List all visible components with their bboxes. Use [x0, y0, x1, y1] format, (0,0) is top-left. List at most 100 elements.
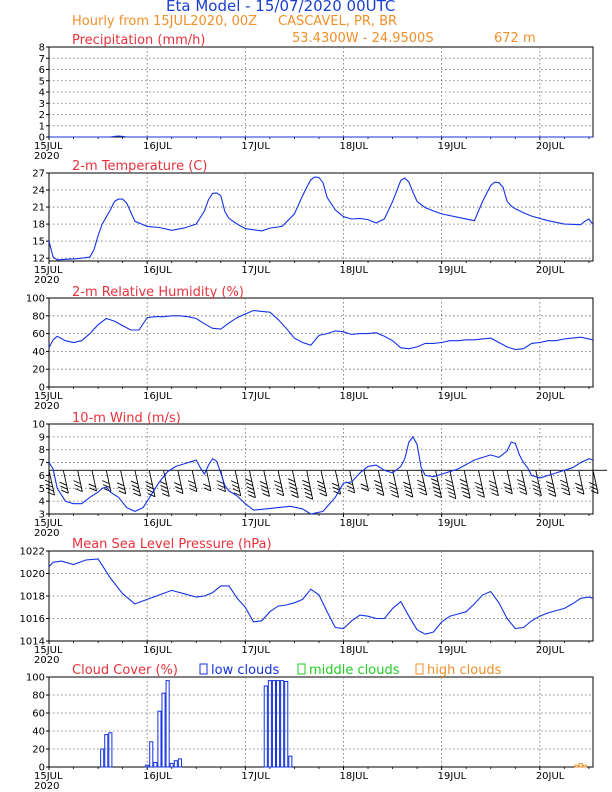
temp-year-label: 2020 [34, 275, 59, 286]
wind-barb-feather [216, 480, 224, 485]
wind-barb-feather [133, 492, 141, 497]
wind-barb-feather [474, 481, 482, 486]
temp-ytick-label: 12 [32, 254, 45, 265]
rh-ytick-label: 40 [32, 347, 45, 358]
wind-barb-feather [503, 482, 511, 487]
wind-barb [578, 470, 585, 495]
wind-barb-feather [47, 491, 55, 496]
precip-xtick-label: 20JUL [536, 141, 565, 152]
wind-barb-feather [291, 494, 299, 499]
wind-barb-feather [245, 482, 253, 487]
wind-ytick-label: 9 [39, 432, 45, 443]
temp-panel: 12 15 18 21 24 27 15JUL 16JUL 17JUL 18JUL 19JUL 20J… [32, 159, 594, 286]
wind-barb [191, 470, 198, 492]
wind-xtick-label: 20JUL [536, 518, 565, 529]
cloud-xtick-label: 20JUL [536, 771, 565, 782]
precip-ytick-label: 7 [39, 54, 45, 65]
wind-barb [306, 470, 314, 500]
mslp-xtick-label: 16JUL [143, 645, 172, 656]
wind-barb-feather [304, 491, 313, 496]
wind-barb-feather [446, 483, 454, 488]
legend-swatch [199, 663, 208, 675]
rh-frame [48, 297, 594, 388]
wind-barb-feather [276, 492, 284, 497]
wind-barb-feather [434, 494, 442, 499]
precip-xtick-label: 17JUL [241, 141, 270, 152]
wind-barb-feather [60, 485, 68, 490]
cloud-bar [153, 762, 158, 768]
wind-barb-feather [347, 489, 355, 494]
mslp-xtick-label: 20JUL [536, 645, 565, 656]
wind-barb-feather [174, 482, 182, 486]
wind-barb-feather [391, 493, 399, 498]
cloud-bar [582, 764, 587, 768]
location-label: CASCAVEL, PR, BR [278, 14, 397, 29]
wind-panel: 3 4 5 6 7 8 910 15JUL 16JUL 17JUL 18JUL 19JUL 20JUL 2… [32, 411, 607, 539]
cloud-bar [100, 748, 105, 768]
wind-barb-feather [118, 490, 126, 495]
precip-ytick-label: 0 [39, 133, 45, 144]
cloud-ytick-label: 60 [32, 709, 45, 720]
cloud-xtick-label: 16JUL [143, 771, 172, 782]
wind-barb-feather [403, 485, 412, 490]
precip-ytick-label: 3 [39, 99, 45, 110]
wind-barb-feather [590, 486, 598, 490]
wind-frame [48, 423, 594, 515]
wind-barb-feather [477, 493, 485, 498]
wind-barb-feather [162, 492, 170, 497]
wind-barb-feather [575, 486, 584, 491]
mslp-series-line [48, 558, 594, 635]
wind-ytick-label: 5 [39, 484, 45, 495]
wind-barb-feather [430, 478, 439, 483]
rh-ytick-label: 80 [32, 311, 45, 322]
wind-barb-feather [44, 479, 53, 484]
wind-barb-feather [303, 487, 312, 492]
mslp-ytick-label: 1014 [20, 637, 45, 648]
wind-barb [91, 470, 97, 492]
legend-swatch [297, 663, 306, 675]
wind-barb-feather [217, 484, 225, 489]
cloud-xtick-label: 18JUL [339, 771, 368, 782]
mslp-ytick-label: 1022 [20, 547, 45, 558]
rh-ytick-label: 100 [26, 294, 45, 305]
wind-barb-feather [174, 486, 183, 490]
wind-barb-feather [45, 483, 53, 488]
mslp-ytick-label: 1018 [20, 592, 45, 603]
wind-barb-feather [261, 488, 269, 493]
wind-barb-feather [419, 491, 427, 496]
wind-barb-feather [548, 492, 556, 497]
wind-barb-feather [187, 480, 196, 485]
wind-barb-feather [433, 490, 441, 495]
cloud-title: Cloud Cover (%) [72, 663, 178, 678]
wind-barb-feather [475, 485, 483, 490]
cloud-bar [161, 692, 166, 768]
wind-barb-feather [203, 487, 212, 492]
wind-barb-feather [518, 487, 527, 491]
rh-year-label: 2020 [34, 401, 59, 412]
wind-barb-feather [218, 488, 226, 493]
cloud-ytick-label: 80 [32, 691, 45, 702]
cloud-year-label: 2020 [34, 781, 59, 792]
legend-swatch [415, 663, 424, 675]
cloud-bar [271, 680, 277, 768]
wind-barb-feather [231, 484, 240, 489]
legend-label: high clouds [427, 663, 502, 678]
wind-barb-feather [560, 483, 569, 488]
cloud-ytick-label: 20 [32, 745, 45, 756]
wind-barb-feather [145, 481, 153, 486]
wind-barb-feather [260, 484, 268, 489]
header: Eta Model - 15/07/2020 00UTC Hourly from… [72, 0, 536, 46]
wind-barb-feather [545, 480, 554, 485]
precip-year-label: 2020 [34, 151, 59, 162]
wind-barb-feather [448, 495, 457, 500]
temp-ytick-label: 27 [32, 169, 45, 180]
wind-barb-feather [175, 490, 184, 494]
wind-barb-feather [373, 480, 382, 484]
wind-barb-feather [491, 492, 499, 497]
wind-ytick-label: 7 [39, 458, 45, 469]
wind-barb-feather [246, 486, 254, 491]
wind-barb-feather [74, 484, 82, 489]
wind-barb-feather [302, 479, 310, 484]
